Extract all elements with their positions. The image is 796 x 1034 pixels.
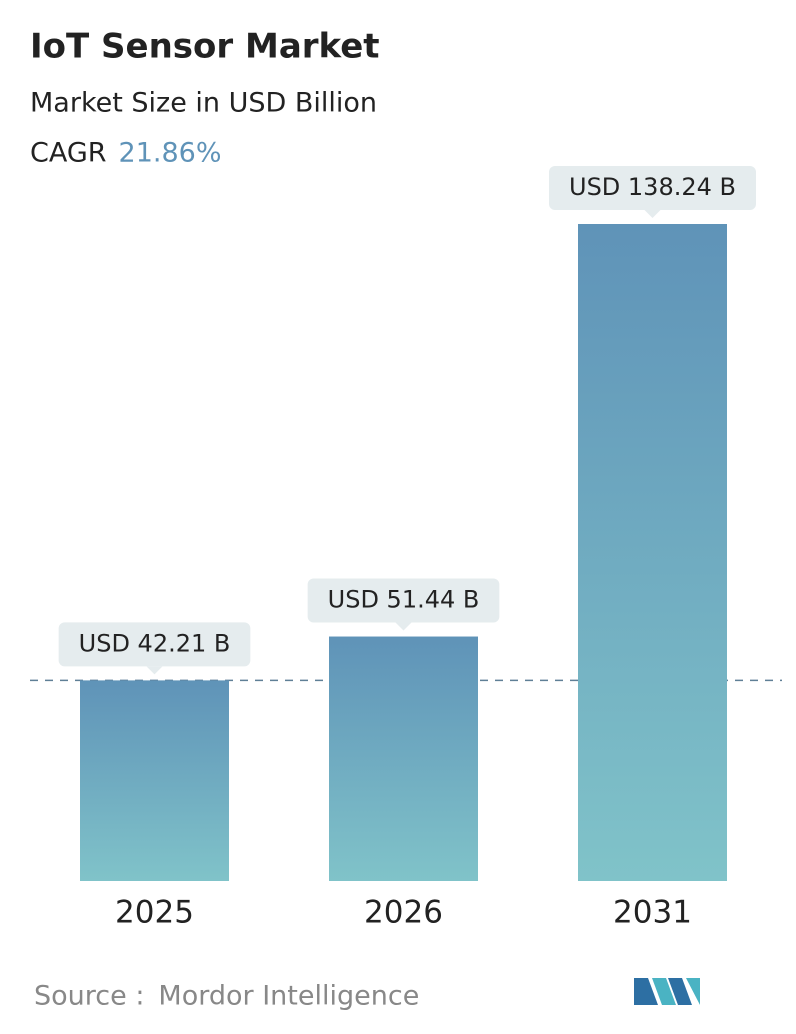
label-pointer — [395, 622, 412, 631]
value-label: USD 42.21 B — [79, 629, 231, 657]
chart-subtitle: Market Size in USD Billion — [30, 88, 377, 119]
logo — [634, 978, 700, 1005]
x-tick-label: 2031 — [613, 895, 692, 931]
label-pointer — [146, 666, 163, 675]
source-label: Source : — [34, 981, 144, 1012]
cagr-value: 21.86% — [119, 138, 222, 169]
source: Mordor Intelligence — [158, 981, 419, 1012]
label-box — [307, 578, 500, 623]
x-tick-label: 2026 — [364, 895, 443, 931]
bar — [329, 636, 478, 881]
label-pointer — [644, 210, 661, 218]
label-box — [58, 622, 251, 667]
value-label: USD 51.44 B — [328, 586, 480, 614]
x-tick-label: 2025 — [115, 895, 194, 931]
cagr-label: CAGR — [30, 138, 107, 169]
value-label: USD 138.24 B — [569, 173, 736, 201]
label-box — [549, 166, 756, 210]
bar — [578, 224, 727, 881]
chart-title: IoT Sensor Market — [30, 27, 380, 67]
bar — [80, 680, 229, 881]
